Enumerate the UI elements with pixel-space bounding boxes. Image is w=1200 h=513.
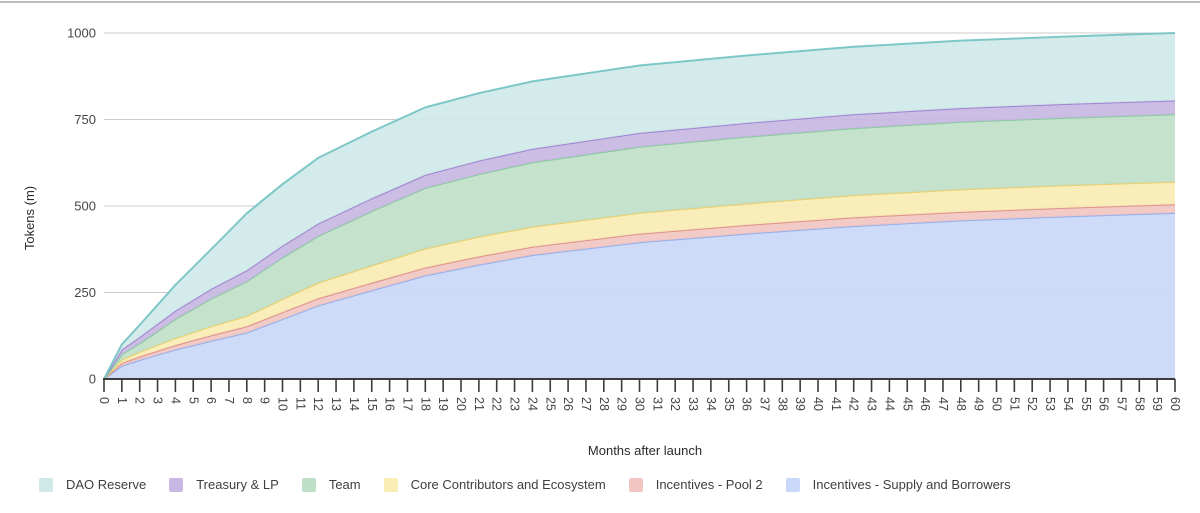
x-tick-label-13: 13	[329, 397, 343, 411]
x-tick-label-29: 29	[615, 397, 629, 411]
x-tick-label-37: 37	[757, 397, 771, 411]
x-tick-label-15: 15	[365, 397, 379, 411]
x-tick-label-25: 25	[543, 397, 557, 411]
x-tick-label-4: 4	[168, 397, 182, 404]
area-dao-reserve	[104, 33, 1175, 379]
legend-swatch-icon	[301, 477, 316, 492]
area-incentives-pool-2	[104, 204, 1175, 379]
x-tick-label-38: 38	[775, 397, 789, 411]
legend-item-core-contributors-and-ecosystem: Core Contributors and Ecosystem	[383, 477, 606, 492]
x-tick-label-6: 6	[204, 397, 218, 404]
legend-swatch-icon	[39, 477, 53, 492]
x-tick-label-20: 20	[454, 397, 468, 411]
legend-swatch-icon	[383, 477, 398, 492]
x-tick-label-7: 7	[222, 397, 236, 404]
legend-item-treasury-lp: Treasury & LP	[169, 477, 279, 492]
x-tick-label-51: 51	[1007, 397, 1021, 411]
legend-swatch-icon	[628, 477, 643, 492]
area-team	[104, 114, 1175, 380]
x-tick-label-44: 44	[882, 397, 896, 411]
x-tick-label-55: 55	[1079, 397, 1093, 411]
x-tick-label-30: 30	[633, 397, 647, 411]
x-tick-label-40: 40	[811, 397, 825, 411]
y-tick-label-250: 250	[74, 285, 96, 300]
x-tick-label-5: 5	[186, 397, 200, 404]
legend-label: Incentives - Supply and Borrowers	[812, 477, 1011, 492]
y-tick-label-0: 0	[89, 372, 96, 387]
x-tick-label-21: 21	[472, 397, 486, 411]
legend-item-team: Team	[301, 477, 361, 492]
x-tick-label-33: 33	[686, 397, 700, 411]
x-tick-label-27: 27	[579, 397, 593, 411]
x-tick-label-59: 59	[1150, 397, 1164, 411]
x-tick-label-24: 24	[525, 397, 539, 411]
legend-label: Core Contributors and Ecosystem	[410, 477, 606, 492]
x-tick-label-58: 58	[1132, 397, 1146, 411]
x-tick-label-56: 56	[1097, 397, 1111, 411]
x-tick-label-1: 1	[115, 397, 129, 404]
x-tick-label-46: 46	[918, 397, 932, 411]
top-divider	[0, 1, 1200, 3]
x-tick-label-9: 9	[258, 397, 272, 404]
x-tick-label-49: 49	[972, 397, 986, 411]
x-tick-label-18: 18	[418, 397, 432, 411]
x-tick-label-14: 14	[347, 397, 361, 411]
x-tick-label-42: 42	[847, 397, 861, 411]
x-tick-label-48: 48	[954, 397, 968, 411]
x-tick-label-35: 35	[722, 397, 736, 411]
chart-legend: DAO Reserve Treasury & LP Team Core Contrib…	[39, 477, 1011, 492]
x-tick-label-54: 54	[1061, 397, 1075, 411]
area-core-contributors-and-ecosystem	[104, 181, 1175, 379]
x-tick-label-10: 10	[276, 397, 290, 411]
x-tick-label-16: 16	[383, 397, 397, 411]
legend-label: DAO Reserve	[66, 477, 147, 492]
x-tick-label-57: 57	[1114, 397, 1128, 411]
legend-swatch-icon	[785, 477, 800, 492]
x-tick-label-41: 41	[829, 397, 843, 411]
x-tick-label-32: 32	[668, 397, 682, 411]
x-tick-label-53: 53	[1043, 397, 1057, 411]
x-tick-label-47: 47	[936, 397, 950, 411]
y-tick-label-750: 750	[74, 112, 96, 127]
legend-item-incentives-supply-and-borrowers: Incentives - Supply and Borrowers	[785, 477, 1011, 492]
x-axis: 0 1 2 3 4 5 6 7 8 9 10 11 12 13 14 15 16 17 18 19 20 21 22 23 24…	[97, 378, 1182, 411]
x-tick-label-34: 34	[704, 397, 718, 411]
y-tick-label-1000: 1000	[67, 26, 96, 41]
x-tick-label-12: 12	[311, 397, 325, 411]
line-dao-reserve	[103, 32, 1176, 380]
x-tick-label-23: 23	[508, 397, 522, 411]
x-tick-label-45: 45	[900, 397, 914, 411]
x-tick-label-52: 52	[1025, 397, 1039, 411]
x-tick-label-31: 31	[650, 397, 664, 411]
x-tick-label-60: 60	[1168, 397, 1182, 411]
legend-label: Team	[328, 477, 361, 492]
x-tick-label-26: 26	[561, 397, 575, 411]
x-tick-label-22: 22	[490, 397, 504, 411]
legend-label: Treasury & LP	[196, 477, 279, 492]
area-incentives-supply-and-borrowers	[104, 212, 1175, 379]
x-tick-label-2: 2	[133, 397, 147, 404]
x-tick-label-8: 8	[240, 397, 254, 404]
legend-label: Incentives - Pool 2	[655, 477, 763, 492]
x-tick-label-0: 0	[97, 397, 111, 404]
legend-swatch-icon	[169, 477, 184, 492]
x-tick-label-39: 39	[793, 397, 807, 411]
x-tick-label-19: 19	[436, 397, 450, 411]
x-tick-label-36: 36	[740, 397, 754, 411]
x-tick-label-17: 17	[400, 397, 414, 411]
x-tick-label-43: 43	[865, 397, 879, 411]
series-areas	[103, 32, 1176, 380]
x-tick-label-11: 11	[293, 397, 307, 410]
x-tick-label-3: 3	[151, 397, 165, 404]
y-axis-title: Tokens (m)	[22, 186, 37, 250]
x-tick-label-50: 50	[990, 397, 1004, 411]
x-axis-title: Months after launch	[588, 443, 702, 458]
y-tick-label-500: 500	[74, 199, 96, 214]
legend-item-incentives-pool-2: Incentives - Pool 2	[628, 477, 763, 492]
y-axis-labels: 0 250 500 750 1000	[67, 26, 96, 387]
legend-item-dao-reserve: DAO Reserve	[39, 477, 146, 492]
x-tick-label-28: 28	[597, 397, 611, 411]
